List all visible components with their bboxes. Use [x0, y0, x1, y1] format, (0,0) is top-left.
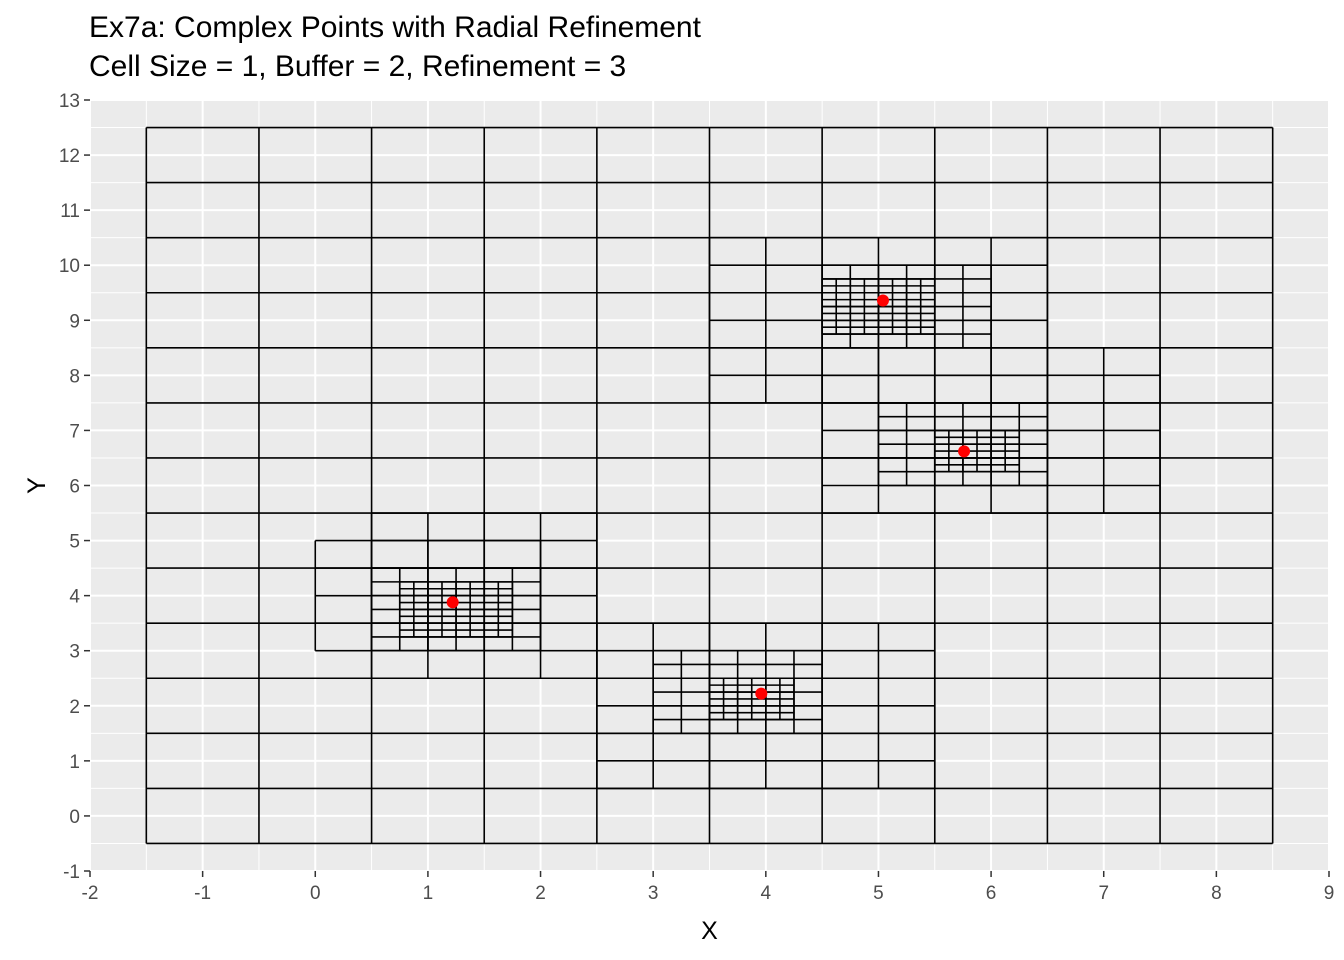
- x-tick-label: 3: [648, 883, 659, 904]
- y-tick-label: 1: [69, 752, 80, 773]
- x-tick-label: 1: [423, 883, 434, 904]
- x-tick-label: 4: [761, 883, 772, 904]
- y-tick-label: 12: [59, 146, 80, 167]
- y-tick-label: 7: [69, 421, 80, 442]
- y-tick-label: 11: [60, 201, 80, 222]
- y-tick-label: 9: [69, 311, 80, 332]
- y-tick-label: 0: [69, 807, 80, 828]
- x-tick-label: 2: [535, 883, 546, 904]
- chart-subtitle: Cell Size = 1, Buffer = 2, Refinement = …: [89, 50, 627, 83]
- x-tick-label: 6: [986, 883, 997, 904]
- cell-grid: [145, 126, 1274, 845]
- x-tick-label: -2: [82, 883, 99, 904]
- y-tick-label: 2: [69, 697, 80, 718]
- chart-title: Ex7a: Complex Points with Radial Refinem…: [89, 11, 701, 44]
- x-tick-label: 7: [1098, 883, 1109, 904]
- y-tick-label: 4: [69, 587, 80, 608]
- x-tick-label: -1: [194, 883, 211, 904]
- x-tick-label: 0: [310, 883, 321, 904]
- y-tick-label: 3: [69, 642, 80, 663]
- x-axis: -2 -1 0 1 2 3 4 5 6 7 8 9: [82, 871, 1335, 904]
- x-tick-label: 8: [1211, 883, 1222, 904]
- y-axis-title: Y: [23, 477, 51, 494]
- y-tick-label: 10: [59, 256, 80, 277]
- x-axis-title: X: [701, 917, 718, 945]
- y-tick-label: -1: [63, 862, 80, 883]
- data-point: [876, 294, 889, 307]
- x-tick-label: 9: [1324, 883, 1335, 904]
- point-layer: [446, 294, 971, 700]
- y-tick-label: 6: [69, 477, 80, 498]
- y-tick-label: 8: [69, 366, 80, 387]
- x-tick-label: 5: [873, 883, 884, 904]
- y-tick-label: 13: [59, 91, 80, 112]
- y-tick-label: 5: [69, 532, 80, 553]
- data-point: [446, 596, 459, 609]
- data-point: [755, 687, 768, 700]
- data-point: [958, 445, 971, 458]
